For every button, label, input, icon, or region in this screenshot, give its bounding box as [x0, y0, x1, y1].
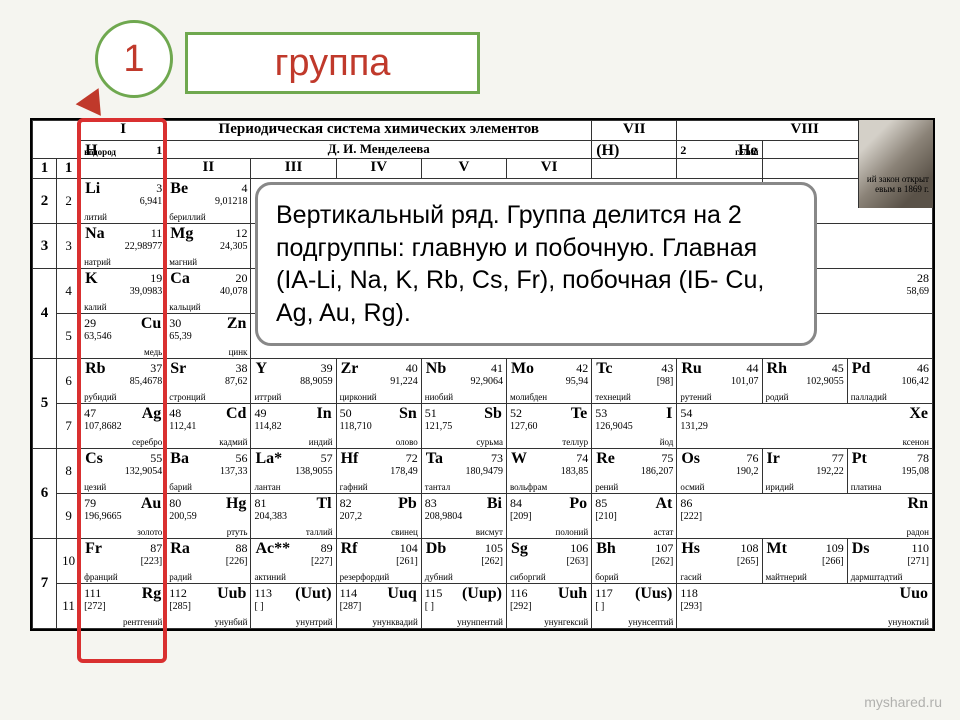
element-Uup: 115(Uup)[ ]унунпентий — [421, 584, 506, 629]
element-Hg: 80Hg200,59ртуть — [166, 494, 251, 539]
element-Rf: Rf104[261]резерфордий — [336, 539, 421, 584]
watermark: myshared.ru — [864, 694, 942, 710]
element-Bi: 83Bi208,9804висмут — [421, 494, 506, 539]
element-Sb: 51Sb121,75сурьма — [421, 404, 506, 449]
element-Nb: Nb4192,9064ниобий — [421, 359, 506, 404]
element-Ca: Ca2040,078кальций — [166, 269, 251, 314]
definition-callout: Вертикальный ряд. Группа делится на 2 по… — [255, 182, 817, 346]
element-He: 2He 4,002602гелий — [677, 141, 762, 159]
period-7-row-a: 710 Fr87[223]франций Ra88[226]радий Ac**… — [33, 539, 933, 584]
element-Sg: Sg106[263]сиборгий — [506, 539, 591, 584]
element-Cs: Cs55132,9054цезий — [81, 449, 166, 494]
element-Db: Db105[262]дубний — [421, 539, 506, 584]
element-K: K1939,0983калий — [81, 269, 166, 314]
element-Ac: Ac**89[227]актиний — [251, 539, 336, 584]
element-Pt: Pt78195,08платина — [847, 449, 932, 494]
element-Ag: 47Ag107,8682серебро — [81, 404, 166, 449]
element-Fr: Fr87[223]франций — [81, 539, 166, 584]
element-Po: 84Po[209]полоний — [506, 494, 591, 539]
element-Rg: 111Rg[272]рентгений — [81, 584, 166, 629]
element-Be: Be49,01218бериллий — [166, 179, 251, 224]
element-Cd: 48Cd112,41кадмий — [166, 404, 251, 449]
element-Rn: 86Rn[222]радон — [677, 494, 933, 539]
element-Y: Y3988,9059иттрий — [251, 359, 336, 404]
element-Uut: 113(Uut)[ ]унунтрий — [251, 584, 336, 629]
element-Uus: 117(Uus)[ ]унунсептий — [592, 584, 677, 629]
element-Uub: 112Uub[285]унунбий — [166, 584, 251, 629]
element-Mt: Mt109[266]майтнерий — [762, 539, 847, 584]
period-5-row-b: 7 47Ag107,8682серебро 48Cd112,41кадмий 4… — [33, 404, 933, 449]
element-Mg: Mg1224,305магний — [166, 224, 251, 269]
element-Ds: Ds110[271]дармштадтий — [847, 539, 932, 584]
element-Au: 79Au196,9665золото — [81, 494, 166, 539]
element-Ru: Ru44101,07рутений — [677, 359, 762, 404]
element-Uuo: 118Uuo[293]унуноктий — [677, 584, 933, 629]
element-Uuh: 116Uuh[292]унунгексий — [506, 584, 591, 629]
element-Xe: 54Xe131,29ксенон — [677, 404, 933, 449]
element-Rb: Rb3785,4678рубидий — [81, 359, 166, 404]
period-5-row-a: 56 Rb3785,4678рубидий Sr3887,62стронций … — [33, 359, 933, 404]
subtitle-row: H1 1,00794водород Д. И. Менделеева (H) 2… — [33, 141, 933, 159]
period-6-row-b: 9 79Au196,9665золото 80Hg200,59ртуть 81T… — [33, 494, 933, 539]
group-header-row: I Периодическая система химических элеме… — [33, 121, 933, 141]
element-W: W74183,85вольфрам — [506, 449, 591, 494]
element-I: 53I126,9045йод — [592, 404, 677, 449]
element-In: 49In114,82индий — [251, 404, 336, 449]
element-Zn: 30Zn65,39цинк — [166, 314, 251, 359]
element-Ba: Ba56137,33барий — [166, 449, 251, 494]
element-Ra: Ra88[226]радий — [166, 539, 251, 584]
group-title: группа — [185, 32, 480, 94]
element-Hs: Hs108[265]гасий — [677, 539, 762, 584]
portrait-caption: ий закон открыт евым в 1869 г. — [867, 175, 929, 195]
element-H-alt: (H) — [592, 141, 677, 159]
element-Mo: Mo4295,94молибден — [506, 359, 591, 404]
period-6-row-a: 68 Cs55132,9054цезий Ba56137,33барий La*… — [33, 449, 933, 494]
element-At: 85At[210]астат — [592, 494, 677, 539]
element-Zr: Zr4091,224цирконий — [336, 359, 421, 404]
element-Cu: 29Cu63,546медь — [81, 314, 166, 359]
element-Uuq: 114Uuq[287]унунквадий — [336, 584, 421, 629]
element-Tc: Tc43[98]технеций — [592, 359, 677, 404]
element-Na: Na1122,98977натрий — [81, 224, 166, 269]
element-Re: Re75186,207рений — [592, 449, 677, 494]
element-Ta: Ta73180,9479тантал — [421, 449, 506, 494]
group-number-badge: 1 — [95, 20, 173, 98]
period-7-row-b: 11 111Rg[272]рентгений 112Uub[285]унунби… — [33, 584, 933, 629]
sub-roman-row: 11 IIIIIIV VVI — [33, 159, 933, 179]
element-Hf: Hf72178,49гафний — [336, 449, 421, 494]
element-Te: 52Te127,60теллур — [506, 404, 591, 449]
element-Ir: Ir77192,22иридий — [762, 449, 847, 494]
element-Tl: 81Tl204,383таллий — [251, 494, 336, 539]
element-Sn: 50Sn118,710олово — [336, 404, 421, 449]
element-Pd: Pd46106,42палладий — [847, 359, 932, 404]
element-Bh: Bh107[262]борий — [592, 539, 677, 584]
element-Pb: 82Pb207,2свинец — [336, 494, 421, 539]
element-La: La*57138,9055лантан — [251, 449, 336, 494]
element-Sr: Sr3887,62стронций — [166, 359, 251, 404]
element-Li: Li36,941литий — [81, 179, 166, 224]
element-Rh: Rh45102,9055родий — [762, 359, 847, 404]
element-H: H1 1,00794водород — [81, 141, 166, 159]
element-Os: Os76190,2осмий — [677, 449, 762, 494]
